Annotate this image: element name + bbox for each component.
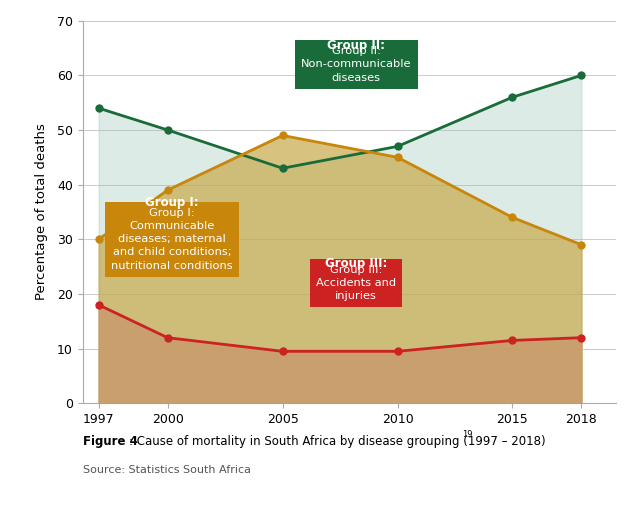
Text: Figure 4: Figure 4 xyxy=(83,435,137,448)
Text: Group II:
Non-communicable
diseases: Group II: Non-communicable diseases xyxy=(301,46,411,83)
Text: 19: 19 xyxy=(462,430,473,439)
Y-axis label: Percentage of total deaths: Percentage of total deaths xyxy=(36,124,48,300)
Text: Group III:: Group III: xyxy=(325,257,387,270)
Text: Group II:: Group II: xyxy=(327,39,385,52)
Text: : Cause of mortality in South Africa by disease grouping (1997 – 2018): : Cause of mortality in South Africa by … xyxy=(129,435,545,448)
Text: Group I:: Group I: xyxy=(145,195,199,209)
Text: Source: Statistics South Africa: Source: Statistics South Africa xyxy=(83,465,251,475)
Text: Group III:
Accidents and
injuries: Group III: Accidents and injuries xyxy=(316,265,396,301)
Text: Group I:
Communicable
diseases; maternal
and child conditions;
nutritional condi: Group I: Communicable diseases; maternal… xyxy=(111,208,233,271)
